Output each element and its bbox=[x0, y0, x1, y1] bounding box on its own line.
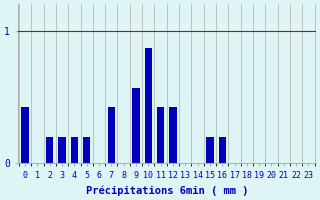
Bar bbox=[58, 137, 66, 163]
Bar bbox=[83, 137, 90, 163]
X-axis label: Précipitations 6min ( mm ): Précipitations 6min ( mm ) bbox=[85, 185, 248, 196]
Bar bbox=[169, 107, 177, 163]
Bar bbox=[21, 107, 29, 163]
Bar bbox=[145, 48, 152, 163]
Bar bbox=[157, 107, 164, 163]
Bar bbox=[46, 137, 53, 163]
Bar bbox=[108, 107, 115, 163]
Bar bbox=[132, 88, 140, 163]
Bar bbox=[71, 137, 78, 163]
Bar bbox=[219, 137, 226, 163]
Bar bbox=[206, 137, 213, 163]
